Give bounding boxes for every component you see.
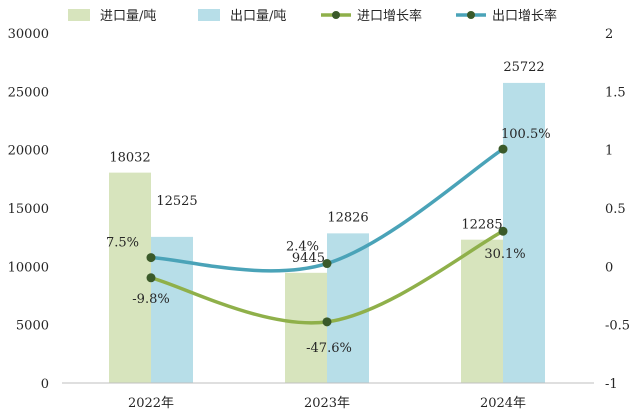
category-label: 2023年 [304, 396, 350, 411]
line-value-label: -47.6% [306, 341, 352, 356]
right-tick-label: 2 [605, 27, 613, 42]
left-tick-label: 0 [41, 377, 49, 392]
left-tick-label: 30000 [8, 27, 49, 42]
bar-import [285, 272, 327, 383]
line-marker [322, 259, 332, 269]
line-value-label: -9.8% [132, 292, 169, 307]
legend-label: 进口增长率 [357, 8, 422, 24]
bar-value-label: 12826 [327, 210, 368, 225]
data-labels: 18032 9445 12285 12525 12826 25722 -9.8% -47.6%… [106, 60, 551, 356]
left-tick-label: 10000 [8, 260, 49, 275]
bar-value-label: 9445 [292, 251, 325, 266]
bar-value-label: 18032 [109, 151, 150, 166]
line-marker [146, 253, 156, 263]
legend: 进口量/吨 出口量/吨 进口增长率 出口增长率 [68, 8, 557, 24]
line-marker [322, 317, 332, 327]
right-tick-label: 1.5 [605, 85, 626, 100]
category-label: 2022年 [128, 396, 174, 411]
line-marker [146, 273, 156, 283]
category-label: 2024年 [480, 396, 526, 411]
bar-value-label: 12525 [156, 194, 197, 209]
legend-marker [332, 11, 340, 19]
bar-export [503, 82, 545, 383]
legend-label: 出口量/吨 [230, 9, 286, 24]
bar-import [461, 239, 503, 383]
legend-swatch [68, 9, 90, 21]
left-tick-label: 20000 [8, 144, 49, 159]
right-tick-label: 0 [605, 260, 613, 275]
right-axis: -1 -0.5 0 0.5 1 1.5 2 [605, 27, 630, 392]
line-value-label: 7.5% [106, 236, 139, 251]
bar-value-label: 12285 [461, 218, 502, 233]
bar-value-label: 25722 [503, 60, 544, 75]
left-tick-label: 25000 [8, 85, 49, 100]
left-axis: 0 5000 10000 15000 20000 25000 30000 [8, 27, 49, 392]
bar-import [109, 172, 151, 383]
line-value-label: 100.5% [501, 127, 551, 142]
legend-marker [467, 11, 475, 19]
bars [109, 82, 545, 383]
category-labels: 2022年 2023年 2024年 [128, 396, 526, 411]
right-tick-label: 0.5 [605, 202, 626, 217]
right-tick-label: -0.5 [605, 319, 630, 334]
line-value-label: 30.1% [484, 247, 525, 262]
legend-swatch [198, 9, 220, 21]
bar-export [327, 233, 369, 383]
line-marker [498, 144, 508, 154]
left-tick-label: 5000 [16, 319, 49, 334]
left-tick-label: 15000 [8, 202, 49, 217]
right-tick-label: -1 [605, 377, 618, 392]
legend-label: 出口增长率 [492, 8, 557, 24]
line-marker [498, 226, 508, 236]
legend-label: 进口量/吨 [100, 9, 156, 24]
line-value-label: 2.4% [286, 240, 319, 255]
lines [146, 144, 508, 327]
right-tick-label: 1 [605, 144, 613, 159]
